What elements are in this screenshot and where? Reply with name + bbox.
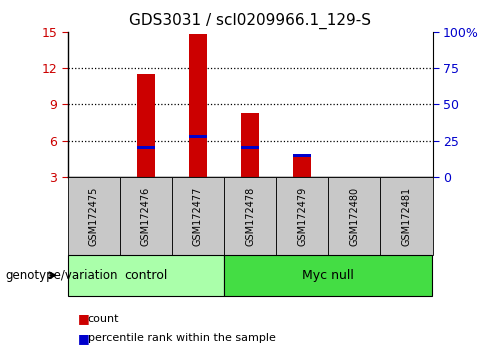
Bar — [120, 177, 172, 255]
Bar — [241, 113, 259, 177]
Text: control: control — [124, 269, 168, 282]
Text: genotype/variation: genotype/variation — [5, 269, 117, 282]
Bar — [188, 135, 207, 138]
Text: ■: ■ — [78, 332, 89, 344]
Text: GSM172477: GSM172477 — [193, 186, 203, 246]
Bar — [224, 255, 432, 296]
Bar — [68, 255, 224, 296]
Bar — [380, 177, 432, 255]
Bar — [68, 177, 120, 255]
Text: GSM172481: GSM172481 — [402, 186, 411, 246]
Bar — [241, 147, 259, 149]
Text: ■: ■ — [78, 312, 89, 325]
Bar — [293, 154, 312, 157]
Bar — [328, 177, 380, 255]
Bar — [188, 34, 207, 177]
Bar — [136, 74, 155, 177]
Text: GSM172479: GSM172479 — [297, 186, 307, 246]
Text: GSM172476: GSM172476 — [140, 186, 150, 246]
Text: GSM172475: GSM172475 — [88, 186, 99, 246]
Bar — [224, 177, 276, 255]
Text: percentile rank within the sample: percentile rank within the sample — [88, 333, 276, 343]
Bar — [136, 147, 155, 149]
Title: GDS3031 / scl0209966.1_129-S: GDS3031 / scl0209966.1_129-S — [129, 13, 371, 29]
Text: Myc null: Myc null — [302, 269, 354, 282]
Text: GSM172480: GSM172480 — [350, 186, 360, 246]
Text: GSM172478: GSM172478 — [245, 186, 255, 246]
Text: count: count — [88, 314, 119, 324]
Bar — [276, 177, 328, 255]
Bar — [293, 156, 312, 177]
Bar — [172, 177, 224, 255]
